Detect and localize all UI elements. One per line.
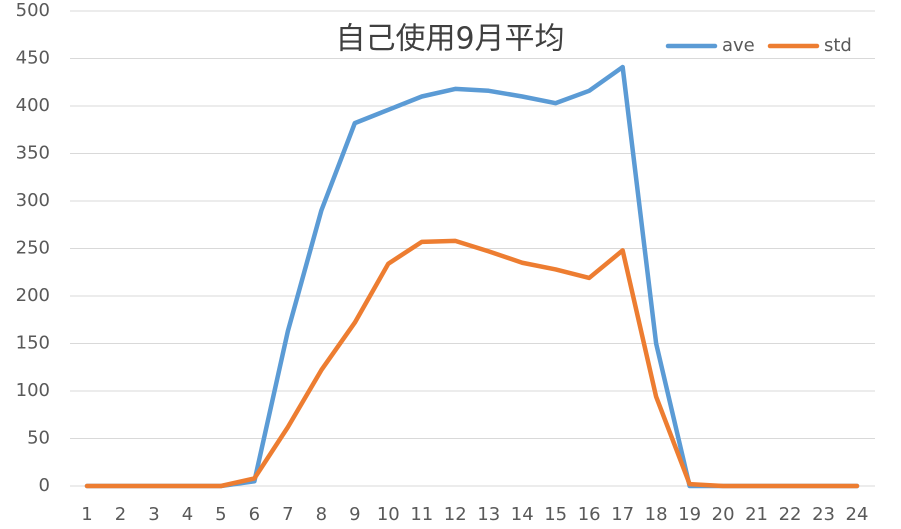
x-tick-label: 9 <box>349 504 360 525</box>
x-tick-label: 20 <box>712 504 735 525</box>
y-tick-label: 250 <box>16 238 50 259</box>
y-tick-label: 100 <box>16 380 50 401</box>
x-tick-label: 13 <box>477 504 500 525</box>
x-tick-label: 7 <box>282 504 293 525</box>
x-tick-label: 14 <box>511 504 534 525</box>
legend-label: ave <box>722 35 755 56</box>
x-tick-label: 19 <box>678 504 701 525</box>
x-tick-label: 23 <box>812 504 835 525</box>
x-tick-label: 17 <box>611 504 634 525</box>
y-tick-label: 450 <box>16 48 50 69</box>
y-tick-label: 350 <box>16 143 50 164</box>
x-tick-label: 16 <box>578 504 601 525</box>
x-tick-label: 10 <box>377 504 400 525</box>
x-tick-label: 15 <box>544 504 567 525</box>
x-tick-label: 8 <box>316 504 327 525</box>
x-tick-label: 3 <box>148 504 159 525</box>
y-tick-label: 200 <box>16 285 50 306</box>
x-tick-label: 4 <box>182 504 193 525</box>
x-tick-label: 24 <box>846 504 869 525</box>
y-tick-label: 150 <box>16 333 50 354</box>
y-tick-label: 50 <box>27 428 50 449</box>
x-tick-label: 5 <box>215 504 226 525</box>
x-tick-label: 21 <box>745 504 768 525</box>
x-tick-label: 6 <box>249 504 260 525</box>
series-line <box>84 64 860 489</box>
y-tick-label: 300 <box>16 190 50 211</box>
x-tick-label: 22 <box>779 504 802 525</box>
legend-label: std <box>824 35 852 56</box>
x-tick-label: 2 <box>115 504 126 525</box>
y-tick-label: 0 <box>39 475 50 496</box>
y-tick-label: 400 <box>16 95 50 116</box>
series-line <box>84 238 860 489</box>
chart-title: 自己使用9月平均 <box>335 22 564 57</box>
x-tick-label: 11 <box>410 504 433 525</box>
x-tick-label: 1 <box>81 504 92 525</box>
y-tick-label: 500 <box>16 0 50 21</box>
x-tick-label: 18 <box>645 504 668 525</box>
x-tick-label: 12 <box>444 504 467 525</box>
